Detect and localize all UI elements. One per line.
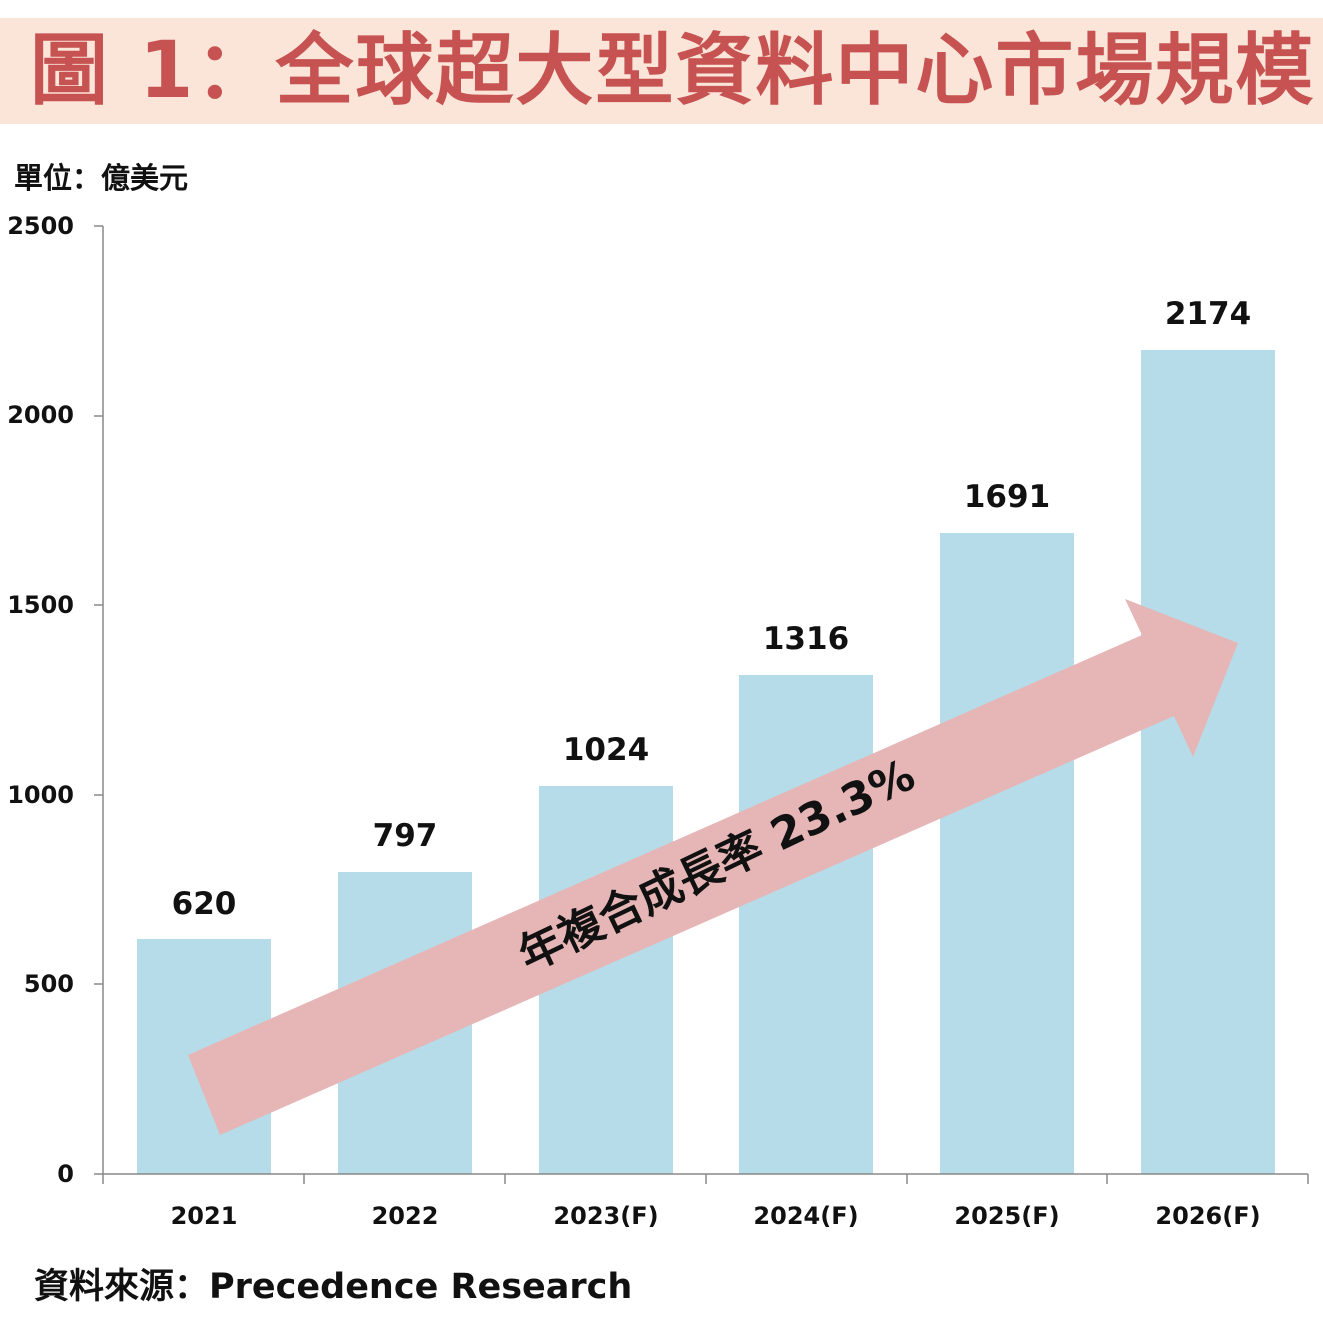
y-axis <box>94 225 104 1175</box>
x-axis <box>102 1173 1309 1184</box>
x-tick-label-2024f: 2024(F) <box>753 1202 859 1230</box>
x-tick-label-2023f: 2023(F) <box>553 1202 659 1230</box>
growth-arrow-icon <box>188 599 1238 1135</box>
bar-value-2023f: 1024 <box>562 732 650 768</box>
bar-2026f <box>1141 350 1275 1174</box>
source-label: 資料來源：Precedence Research <box>34 1267 633 1307</box>
bar-value-2024f: 1316 <box>762 621 850 657</box>
y-tick-label-0: 0 <box>57 1160 74 1188</box>
y-tick-label-1000: 1000 <box>7 781 74 809</box>
bar-value-2021: 620 <box>171 886 237 922</box>
bar-value-2026f: 2174 <box>1164 296 1252 332</box>
x-tick-label-2025f: 2025(F) <box>954 1202 1060 1230</box>
bar-value-2022: 797 <box>372 818 438 854</box>
title-band <box>0 18 1323 124</box>
x-tick-label-2022: 2022 <box>371 1202 439 1230</box>
bar-2025f <box>940 533 1074 1174</box>
unit-label: 單位：億美元 <box>14 161 189 195</box>
y-tick-label-1500: 1500 <box>7 591 74 619</box>
chart-title: 圖 1：全球超大型資料中心市場規模 <box>30 26 1316 116</box>
bar-2024f <box>739 675 873 1174</box>
x-tick-label-2026f: 2026(F) <box>1155 1202 1261 1230</box>
bar-value-2025f: 1691 <box>963 479 1051 515</box>
y-tick-label-2000: 2000 <box>7 401 74 429</box>
y-tick-label-2500: 2500 <box>7 212 74 240</box>
x-tick-label-2021: 2021 <box>170 1202 238 1230</box>
y-tick-label-500: 500 <box>23 970 74 998</box>
